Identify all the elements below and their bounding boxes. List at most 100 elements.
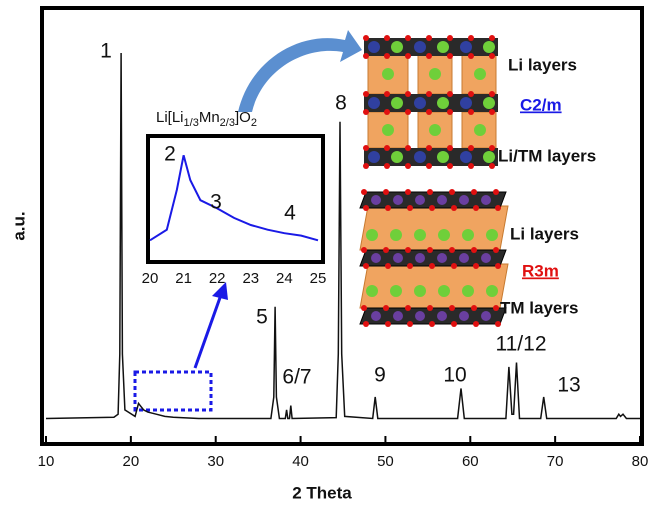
li-atom bbox=[429, 124, 441, 136]
inset-title-part: 1/3 bbox=[184, 117, 199, 129]
li-atom bbox=[438, 229, 450, 241]
oxygen bbox=[384, 53, 390, 59]
atom bbox=[460, 97, 472, 109]
oxygen bbox=[427, 305, 433, 311]
oxygen bbox=[451, 263, 457, 269]
oxygen bbox=[495, 205, 501, 211]
oxygen bbox=[405, 145, 411, 151]
oxygen bbox=[495, 321, 501, 327]
oxygen bbox=[451, 205, 457, 211]
inset-title-part: Li[Li bbox=[156, 109, 184, 126]
oxygen bbox=[471, 189, 477, 195]
li-atom bbox=[390, 229, 402, 241]
oxygen bbox=[383, 247, 389, 253]
tm-atom bbox=[437, 311, 447, 321]
atom bbox=[483, 151, 495, 163]
oxygen bbox=[384, 109, 390, 115]
tm-atom bbox=[415, 253, 425, 263]
oxygen bbox=[361, 247, 367, 253]
peak-label: 9 bbox=[374, 364, 386, 387]
atom bbox=[391, 41, 403, 53]
slab bbox=[360, 264, 508, 308]
oxygen bbox=[449, 305, 455, 311]
oxygen bbox=[384, 145, 390, 151]
oxygen bbox=[363, 163, 369, 169]
tm-layer bbox=[364, 148, 498, 166]
oxygen bbox=[363, 145, 369, 151]
oxygen bbox=[493, 189, 499, 195]
x-tick-label: 60 bbox=[462, 453, 479, 470]
li-atom bbox=[382, 124, 394, 136]
li-atom bbox=[366, 229, 378, 241]
zoom-box bbox=[135, 372, 211, 410]
peak-label: 1 bbox=[100, 40, 112, 63]
oxygen bbox=[447, 91, 453, 97]
oxygen bbox=[427, 247, 433, 253]
oxygen bbox=[429, 263, 435, 269]
peak-label: 3 bbox=[210, 191, 222, 214]
oxygen bbox=[385, 321, 391, 327]
oxygen bbox=[363, 109, 369, 115]
tm-atom bbox=[459, 253, 469, 263]
oxygen bbox=[447, 109, 453, 115]
oxygen bbox=[447, 35, 453, 41]
inset-title-part: 2/3 bbox=[220, 117, 235, 129]
zoom-arrow bbox=[195, 292, 222, 368]
oxygen bbox=[384, 91, 390, 97]
li-atom bbox=[462, 285, 474, 297]
x-tick-label: 10 bbox=[38, 453, 55, 470]
x-tick-label: 30 bbox=[207, 453, 224, 470]
inset-title-part: 2 bbox=[251, 117, 257, 129]
x-tick-label: 20 bbox=[123, 453, 140, 470]
oxygen bbox=[489, 91, 495, 97]
li-atom bbox=[414, 229, 426, 241]
tm-atom bbox=[437, 195, 447, 205]
structure-name: R3m bbox=[522, 261, 559, 280]
oxygen bbox=[473, 321, 479, 327]
oxygen bbox=[405, 189, 411, 195]
tm-atom bbox=[459, 311, 469, 321]
peak-label: 5 bbox=[256, 306, 268, 329]
inset-x-tick-label: 24 bbox=[276, 270, 293, 287]
atom bbox=[391, 151, 403, 163]
oxygen bbox=[447, 163, 453, 169]
tm-atom bbox=[481, 311, 491, 321]
tm-atom bbox=[481, 253, 491, 263]
oxygen bbox=[468, 109, 474, 115]
layer-label: Li layers bbox=[510, 224, 579, 243]
tm-atom bbox=[371, 311, 381, 321]
oxygen bbox=[407, 263, 413, 269]
atom bbox=[483, 41, 495, 53]
li-atom bbox=[382, 68, 394, 80]
oxygen bbox=[426, 35, 432, 41]
tm-atom bbox=[415, 311, 425, 321]
layer-label: TM layers bbox=[500, 298, 578, 317]
atom bbox=[437, 41, 449, 53]
oxygen bbox=[493, 305, 499, 311]
atom bbox=[437, 97, 449, 109]
oxygen bbox=[405, 109, 411, 115]
oxygen bbox=[405, 163, 411, 169]
oxygen bbox=[361, 305, 367, 311]
atom bbox=[460, 151, 472, 163]
oxygen bbox=[429, 205, 435, 211]
oxygen bbox=[405, 53, 411, 59]
tm-atom bbox=[437, 253, 447, 263]
x-tick-label: 80 bbox=[632, 453, 649, 470]
tm-layer bbox=[364, 94, 498, 112]
oxygen bbox=[471, 247, 477, 253]
oxygen bbox=[363, 35, 369, 41]
oxygen bbox=[468, 145, 474, 151]
atom bbox=[414, 151, 426, 163]
oxygen bbox=[384, 163, 390, 169]
layer-label: Li/TM layers bbox=[498, 146, 596, 165]
oxygen bbox=[447, 145, 453, 151]
oxygen bbox=[489, 109, 495, 115]
oxygen bbox=[426, 91, 432, 97]
slab bbox=[360, 206, 508, 250]
oxygen bbox=[363, 321, 369, 327]
oxygen bbox=[489, 35, 495, 41]
tm-atom bbox=[415, 195, 425, 205]
oxygen bbox=[361, 189, 367, 195]
peak-label: 6/7 bbox=[282, 366, 311, 389]
